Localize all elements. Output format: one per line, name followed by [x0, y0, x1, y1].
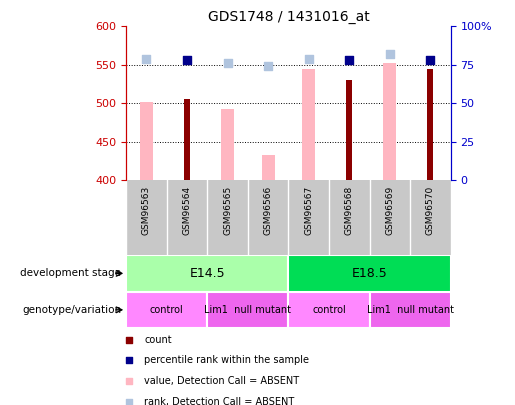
Point: [304, 55, 313, 62]
Text: GSM96569: GSM96569: [385, 186, 394, 235]
Point: [264, 63, 272, 70]
Text: Lim1  null mutant: Lim1 null mutant: [367, 305, 454, 315]
Text: control: control: [312, 305, 346, 315]
Text: control: control: [150, 305, 184, 315]
Bar: [221, 109, 234, 180]
Title: GDS1748 / 1431016_at: GDS1748 / 1431016_at: [208, 10, 369, 24]
Text: GSM96564: GSM96564: [182, 186, 192, 235]
Text: GSM96568: GSM96568: [345, 186, 354, 235]
Text: GSM96565: GSM96565: [223, 186, 232, 235]
Point: [142, 55, 150, 62]
Bar: [369, 292, 451, 328]
Bar: [262, 155, 274, 180]
Bar: [288, 292, 369, 328]
Text: E18.5: E18.5: [352, 267, 387, 280]
Point: [314, 147, 322, 153]
Point: [224, 60, 232, 66]
Point: [386, 51, 394, 57]
Point: [426, 57, 435, 64]
Text: GSM96567: GSM96567: [304, 186, 313, 235]
Text: GSM96563: GSM96563: [142, 186, 151, 235]
Bar: [126, 255, 288, 292]
Text: value, Detection Call = ABSENT: value, Detection Call = ABSENT: [144, 376, 299, 386]
Bar: [346, 80, 352, 180]
Point: [183, 57, 191, 64]
Text: percentile rank within the sample: percentile rank within the sample: [144, 355, 309, 365]
Bar: [427, 68, 434, 180]
Bar: [184, 100, 190, 180]
Bar: [126, 292, 207, 328]
Point: [345, 57, 353, 64]
Bar: [140, 102, 153, 180]
Text: rank, Detection Call = ABSENT: rank, Detection Call = ABSENT: [144, 397, 294, 405]
Text: E14.5: E14.5: [190, 267, 225, 280]
Text: GSM96570: GSM96570: [426, 186, 435, 235]
Bar: [207, 292, 288, 328]
Bar: [288, 255, 451, 292]
Text: count: count: [144, 335, 171, 345]
Text: GSM96566: GSM96566: [264, 186, 272, 235]
Text: development stage: development stage: [20, 269, 121, 278]
Text: Lim1  null mutant: Lim1 null mutant: [204, 305, 291, 315]
Bar: [302, 68, 315, 180]
Point: [314, 335, 322, 342]
Text: genotype/variation: genotype/variation: [22, 305, 121, 315]
Bar: [383, 63, 396, 180]
